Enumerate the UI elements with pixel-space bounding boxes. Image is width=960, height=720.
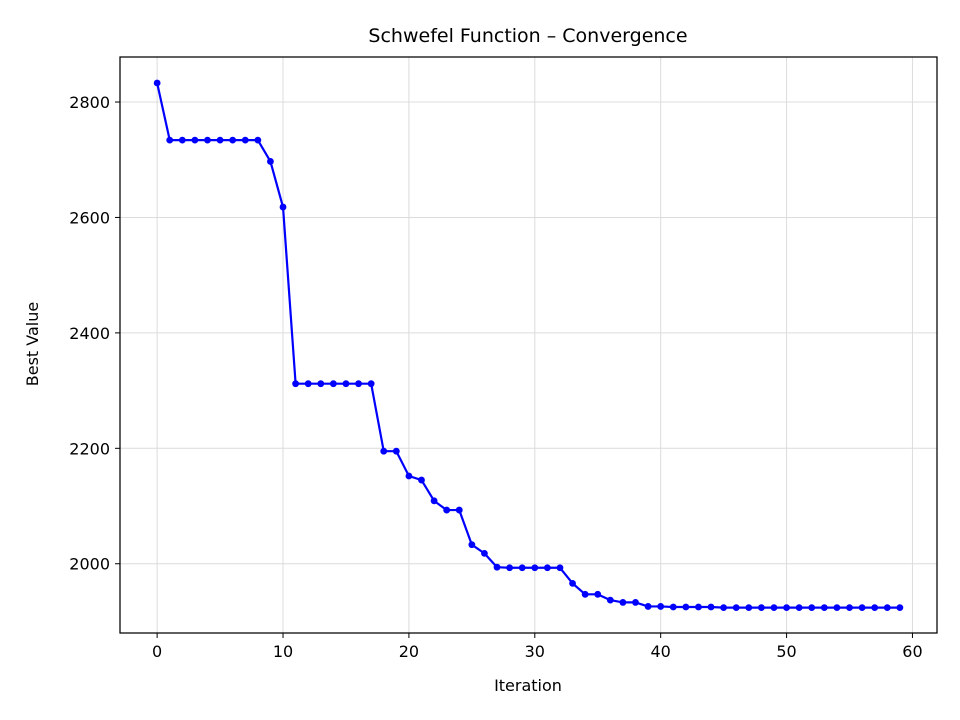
data-point — [581, 590, 589, 598]
y-tick-label: 2200 — [69, 439, 110, 458]
data-point — [443, 506, 451, 514]
y-axis-title: Best Value — [23, 302, 42, 386]
data-point — [606, 596, 614, 604]
data-point — [241, 136, 249, 144]
x-tick-label: 10 — [273, 642, 293, 661]
data-point — [543, 564, 551, 572]
data-point — [430, 497, 438, 505]
y-tick-label: 2000 — [69, 555, 110, 574]
data-point — [833, 604, 841, 612]
x-tick-label: 60 — [902, 642, 922, 661]
data-point — [178, 136, 186, 144]
data-point — [254, 136, 262, 144]
data-point — [644, 603, 652, 610]
y-tick-label: 2400 — [69, 324, 110, 343]
data-point — [757, 604, 765, 612]
axis-ticks: 0 10 20 30 40 50 60 2000 2200 2400 2600 2800 — [69, 93, 922, 661]
data-point — [871, 604, 879, 612]
data-point — [820, 604, 828, 612]
data-point — [682, 603, 690, 611]
series-layer — [153, 79, 904, 612]
data-point — [342, 380, 350, 388]
grid — [120, 57, 937, 633]
x-tick-label: 30 — [525, 642, 545, 661]
data-point — [153, 79, 161, 87]
chart-title: Schwefel Function – Convergence — [368, 25, 687, 47]
data-point — [594, 590, 602, 598]
data-point — [732, 604, 740, 612]
data-point — [669, 603, 677, 611]
data-point — [783, 604, 790, 612]
x-tick-label: 20 — [399, 642, 419, 661]
data-point — [493, 563, 501, 571]
data-point — [166, 136, 174, 144]
data-point — [695, 603, 702, 611]
data-point — [418, 476, 425, 484]
data-point — [506, 564, 514, 572]
data-point — [632, 599, 639, 606]
data-point — [329, 380, 337, 388]
data-point — [367, 380, 375, 388]
data-point — [304, 380, 312, 388]
data-point — [380, 447, 388, 455]
data-point — [317, 380, 325, 388]
data-point — [858, 604, 866, 612]
data-point — [795, 604, 803, 612]
data-point — [405, 472, 413, 480]
data-point — [531, 564, 539, 572]
data-point — [846, 604, 853, 612]
x-tick-label: 40 — [651, 642, 671, 661]
data-point — [279, 203, 287, 211]
data-point — [355, 380, 362, 388]
data-point — [267, 158, 274, 165]
data-point — [392, 447, 400, 455]
data-point — [619, 599, 627, 606]
y-tick-label: 2800 — [69, 93, 110, 112]
data-point — [896, 604, 904, 612]
data-point — [808, 604, 816, 612]
data-point — [229, 136, 237, 144]
plot-frame — [119, 56, 938, 634]
data-point — [707, 603, 715, 611]
data-point — [556, 564, 564, 572]
data-point — [481, 549, 488, 557]
data-point — [883, 604, 891, 612]
data-point — [292, 380, 300, 388]
x-axis-title: Iteration — [494, 676, 562, 695]
data-point — [657, 603, 665, 610]
data-point — [770, 604, 778, 612]
data-point — [455, 506, 463, 514]
y-tick-label: 2600 — [69, 208, 110, 227]
data-point — [191, 136, 199, 144]
data-point — [204, 136, 211, 144]
x-tick-label: 0 — [152, 642, 162, 661]
data-point — [720, 604, 728, 612]
x-tick-label: 50 — [776, 642, 796, 661]
data-point — [518, 564, 526, 572]
data-point — [468, 541, 476, 549]
data-point — [216, 136, 224, 144]
data-point — [569, 579, 576, 587]
data-point — [745, 604, 753, 612]
